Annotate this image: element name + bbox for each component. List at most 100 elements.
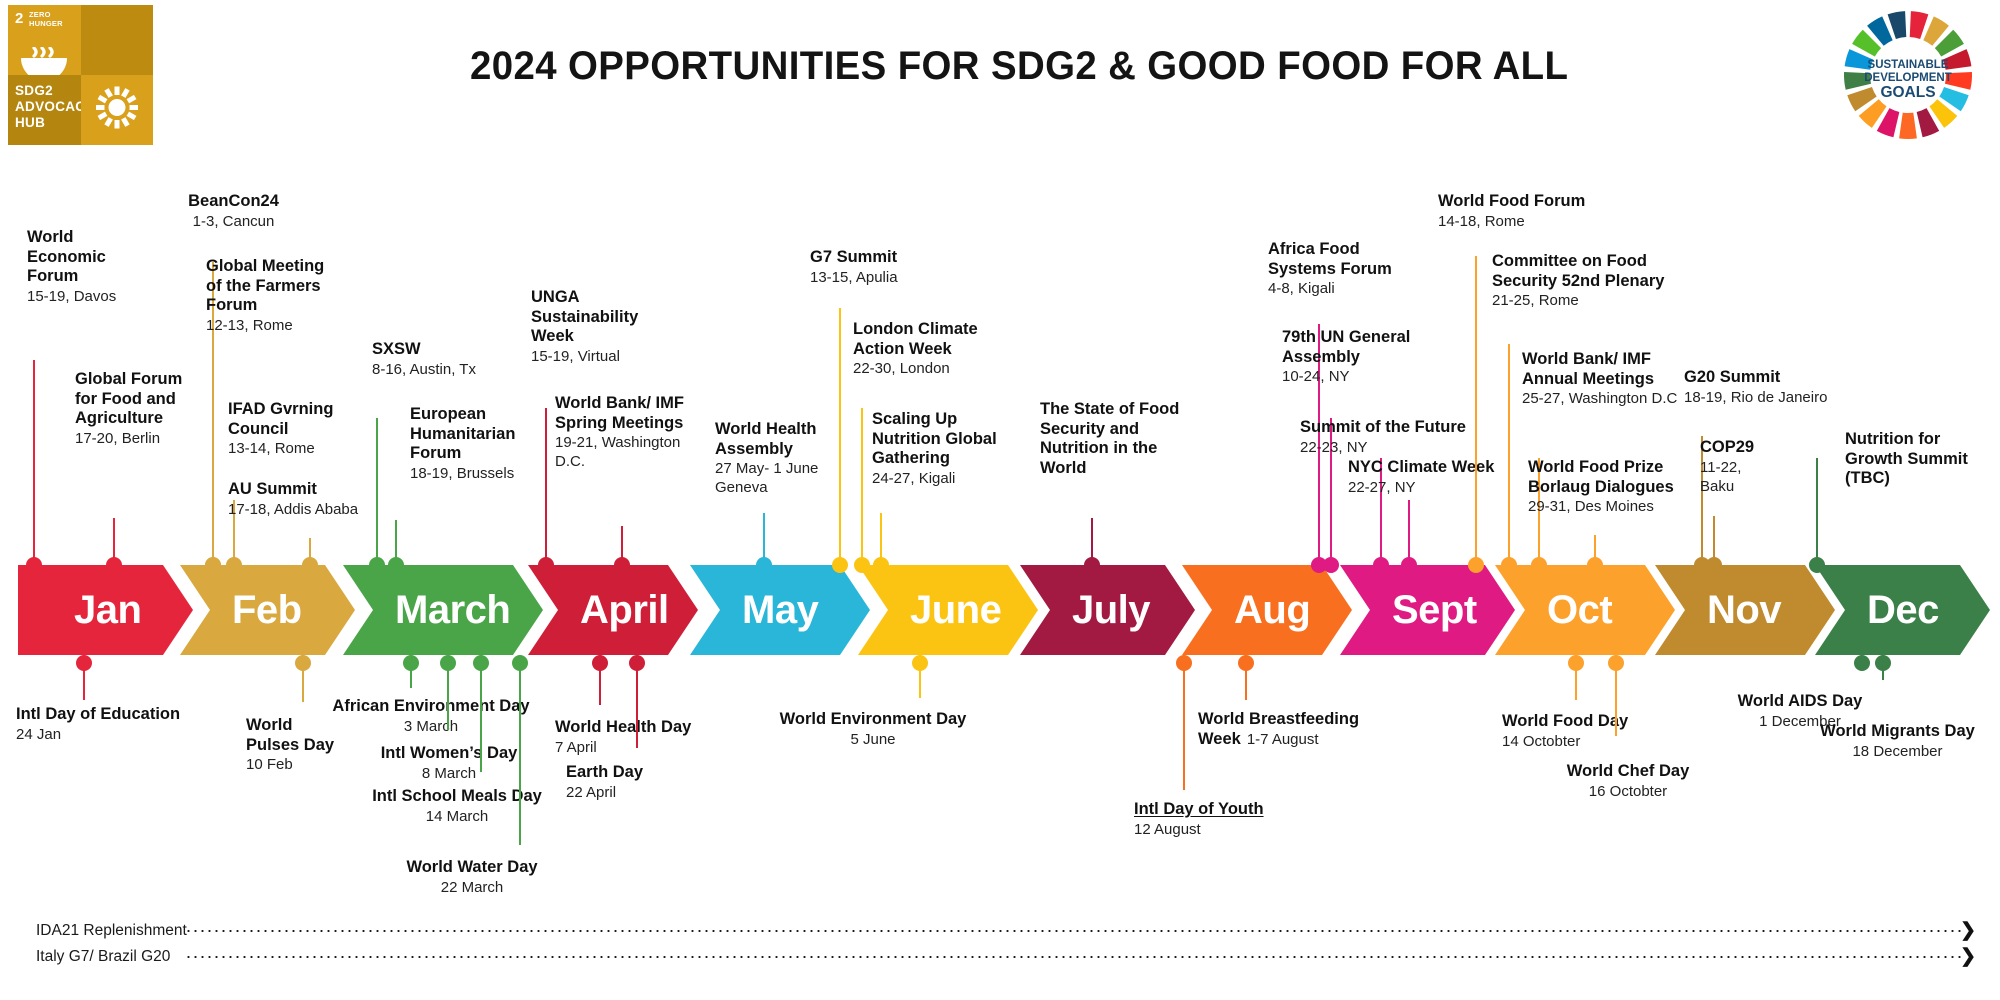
event-dot <box>756 557 772 573</box>
month-chevron-june[interactable]: June <box>858 565 1038 655</box>
event-dot <box>26 557 42 573</box>
timeline-event-label[interactable]: London Climate Action Week 22-30, London <box>853 320 998 378</box>
event-title: World Economic Forum <box>27 228 106 285</box>
event-stem <box>1701 436 1703 565</box>
timeline-event-label[interactable]: G7 Summit 13-15, Apulia <box>810 248 945 287</box>
timeline-event-label[interactable]: World Migrants Day 18 December <box>1800 722 1995 761</box>
timeline-event-label[interactable]: World Health Day 7 April <box>555 718 735 757</box>
event-dot <box>1568 655 1584 671</box>
event-stem <box>1183 655 1185 790</box>
month-chevron-aug[interactable]: Aug <box>1182 565 1352 655</box>
timeline-event-label[interactable]: Scaling Up Nutrition Global Gathering 24-… <box>872 410 1022 488</box>
timeline-event-label[interactable]: World Pulses Day 10 Feb <box>246 716 346 774</box>
event-stem <box>1615 655 1617 736</box>
event-stem <box>1713 516 1715 565</box>
event-dot <box>854 557 870 573</box>
timeline-event-label[interactable]: Earth Day 22 April <box>566 763 726 802</box>
timeline-event-label[interactable]: World Water Day 22 March <box>362 858 582 897</box>
timeline-event-label[interactable]: World Bank/ IMF Annual Meetings 25-27, Wa… <box>1522 350 1687 408</box>
event-date-location: 7 April <box>555 738 597 756</box>
event-dot <box>1238 655 1254 671</box>
event-dot <box>1706 557 1722 573</box>
month-chevron-jan[interactable]: Jan <box>18 565 193 655</box>
timeline-event-label[interactable]: European Humanitarian Forum 18-19, Brusse… <box>410 405 540 483</box>
month-chevron-march[interactable]: March <box>343 565 543 655</box>
month-chevron-july[interactable]: July <box>1020 565 1195 655</box>
timeline-event-label[interactable]: World Food Prize Borlaug Dialogues 29-31,… <box>1528 458 1698 516</box>
timeline-event-label[interactable]: World Bank/ IMF Spring Meetings 19-21, Wa… <box>555 394 705 471</box>
timeline-event-label[interactable]: Intl Day of Youth 12 August <box>1134 800 1334 839</box>
month-chevron-april[interactable]: April <box>528 565 698 655</box>
timeline-event-label[interactable]: 79th UN General Assembly 10-24, NY <box>1282 328 1442 386</box>
month-chevron-dec[interactable]: Dec <box>1815 565 1990 655</box>
event-title: London Climate Action Week <box>853 320 978 358</box>
month-chevron-oct[interactable]: Oct <box>1495 565 1675 655</box>
timeline-event-label[interactable]: SXSW 8-16, Austin, Tx <box>372 340 502 379</box>
timeline-event-label[interactable]: World Breastfeeding Week 1-7 August <box>1198 710 1413 749</box>
event-stem <box>1380 458 1382 565</box>
event-stem <box>1508 344 1510 565</box>
event-date-location: 18-19, Rio de Janeiro <box>1684 388 1828 406</box>
timeline-event-label[interactable]: World Chef Day 16 Octobter <box>1528 762 1728 801</box>
event-dot <box>295 655 311 671</box>
event-title: World Health Day <box>555 718 692 736</box>
month-label: Feb <box>232 587 302 632</box>
timeline-event-label[interactable]: Summit of the Future 22-23, NY <box>1300 418 1500 457</box>
timeline-event-label[interactable]: African Environment Day 3 March <box>316 697 546 736</box>
month-label: April <box>580 587 669 632</box>
event-stem <box>233 500 235 565</box>
event-dot <box>388 557 404 573</box>
timeline-event-label[interactable]: UNGA Sustainability Week 15-19, Virtual <box>531 288 666 366</box>
timeline-event-label[interactable]: Africa Food Systems Forum 4-8, Kigali <box>1268 240 1413 298</box>
event-dot <box>538 557 554 573</box>
event-date-location: 15-19, Davos <box>27 287 117 305</box>
event-title: Scaling Up Nutrition Global Gathering <box>872 410 997 467</box>
timeline-event-label[interactable]: World Economic Forum 15-19, Davos <box>27 228 137 306</box>
timeline-event-label[interactable]: COP29 11-22, Baku <box>1700 438 1770 496</box>
event-stem <box>410 655 412 688</box>
event-date-location: 22 April <box>566 783 617 801</box>
event-title: Nutrition for Growth Summit (TBC) <box>1845 430 1968 487</box>
timeline-event-label[interactable]: World Food Day 14 Octobter <box>1502 712 1682 751</box>
timeline-event-label[interactable]: World Health Assembly 27 May- 1 June Gene… <box>715 420 835 497</box>
timeline-event-label[interactable]: World AIDS Day 1 December <box>1705 692 1895 731</box>
event-dot <box>1084 557 1100 573</box>
event-dot <box>440 655 456 671</box>
month-chevron-feb[interactable]: Feb <box>180 565 355 655</box>
timeline-event-label[interactable]: Global Forum for Food and Agriculture 17-… <box>75 370 190 448</box>
event-title: Global Forum for Food and Agriculture <box>75 370 183 427</box>
month-label: May <box>742 587 819 632</box>
timeline-event-label[interactable]: Nutrition for Growth Summit (TBC) <box>1845 430 1995 489</box>
event-dot <box>873 557 889 573</box>
timeline-event-label[interactable]: G20 Summit 18-19, Rio de Janeiro <box>1684 368 1854 407</box>
event-date-location: 17-18, Addis Ababa <box>228 500 359 518</box>
timeline-event-label[interactable]: Global Meeting of the Farmers Forum 12-13… <box>206 257 336 335</box>
event-date-location: 21-25, Rome <box>1492 292 1579 309</box>
timeline-event-label[interactable]: World Environment Day 5 June <box>758 710 988 749</box>
timeline-event-label[interactable]: Intl School Meals Day 14 March <box>347 787 567 826</box>
timeline-event-label[interactable]: AU Summit 17-18, Addis Ababa <box>228 480 388 519</box>
event-title: World Food Prize Borlaug Dialogues <box>1528 458 1674 496</box>
month-chevron-sept[interactable]: Sept <box>1340 565 1515 655</box>
timeline-event-label[interactable]: BeanCon24 1-3, Cancun <box>166 192 301 231</box>
event-dot <box>1608 655 1624 671</box>
event-title: African Environment Day <box>332 697 530 715</box>
event-stem <box>1330 418 1332 565</box>
timeline-event-label[interactable]: NYC Climate Week 22-27, NY <box>1348 458 1518 497</box>
logo-quadrant-blank <box>80 5 153 75</box>
timeline-event-label[interactable]: World Food Forum 14-18, Rome <box>1438 192 1618 231</box>
event-dot <box>1468 557 1484 573</box>
timeline-event-label[interactable]: IFAD Gvrning Council 13-14, Rome <box>228 400 373 458</box>
event-title: G7 Summit <box>810 248 898 266</box>
month-chevron-nov[interactable]: Nov <box>1655 565 1835 655</box>
timeline-event-label[interactable]: Intl Women’s Day 8 March <box>354 744 544 783</box>
month-chevron-may[interactable]: May <box>690 565 870 655</box>
timeline-event-label[interactable]: Intl Day of Education 24 Jan <box>16 705 196 744</box>
timeline-event-label[interactable]: The State of Food Security and Nutrition… <box>1040 400 1185 478</box>
sun-icon <box>90 81 144 140</box>
timeline-event-label[interactable]: Committee on Food Security 52nd Plenary 2… <box>1492 252 1692 310</box>
event-dot <box>1373 557 1389 573</box>
event-dot <box>592 655 608 671</box>
event-dot <box>912 655 928 671</box>
event-stem <box>621 526 623 565</box>
